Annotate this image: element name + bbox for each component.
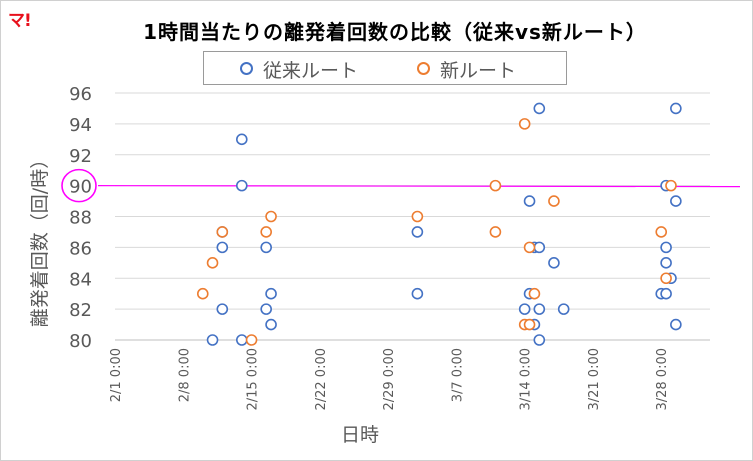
data-point-series-1 bbox=[660, 272, 672, 285]
x-tick-label: 2/29 0:00 bbox=[382, 348, 397, 411]
y-tick-label: 88 bbox=[69, 208, 92, 229]
chart-title: 1時間当たりの離発着回数の比較（従来vs新ルート） bbox=[143, 20, 647, 44]
data-point-series-1 bbox=[528, 287, 541, 300]
data-point-series-0 bbox=[265, 287, 277, 300]
data-point-series-1 bbox=[245, 334, 258, 346]
x-tick-label: 2/22 0:00 bbox=[314, 348, 329, 411]
data-point-series-0 bbox=[660, 287, 672, 300]
data-point-series-0 bbox=[411, 287, 424, 300]
data-point-series-1 bbox=[665, 179, 677, 192]
legend-marker-series-1 bbox=[417, 62, 430, 75]
x-tick-label: 3/28 0:00 bbox=[655, 348, 670, 411]
y-tick-label: 80 bbox=[69, 331, 92, 352]
y-axis-label: 離発着回数（回/時） bbox=[29, 150, 51, 327]
data-point-series-1 bbox=[523, 241, 536, 254]
y-tick-label: 86 bbox=[69, 238, 92, 259]
data-point-series-0 bbox=[670, 318, 682, 331]
data-point-series-0 bbox=[660, 257, 672, 269]
legend-label-series-1: 新ルート bbox=[440, 60, 517, 82]
data-point-series-0 bbox=[557, 303, 570, 315]
data-point-series-1 bbox=[489, 226, 502, 238]
legend-item-series-0: 従来ルート bbox=[240, 56, 358, 83]
highlight-circle bbox=[61, 168, 97, 203]
y-tick-label: 82 bbox=[69, 300, 92, 321]
data-point-series-0 bbox=[670, 195, 682, 207]
data-point-series-1 bbox=[411, 210, 424, 223]
data-point-series-0 bbox=[660, 241, 672, 254]
data-point-series-0 bbox=[216, 241, 229, 254]
data-point-series-1 bbox=[655, 226, 668, 238]
data-point-series-1 bbox=[265, 210, 277, 223]
data-point-series-0 bbox=[216, 303, 229, 315]
data-point-series-0 bbox=[206, 334, 219, 346]
data-point-series-0 bbox=[236, 133, 248, 146]
legend: 従来ルート 新ルート bbox=[203, 51, 567, 85]
data-point-series-1 bbox=[548, 195, 560, 207]
data-point-series-0 bbox=[265, 318, 277, 331]
data-point-series-0 bbox=[236, 179, 248, 192]
data-point-series-0 bbox=[548, 257, 560, 269]
y-tick-label: 90 bbox=[69, 177, 92, 198]
data-point-series-0 bbox=[260, 241, 272, 254]
data-point-series-0 bbox=[533, 241, 546, 254]
data-point-series-0 bbox=[670, 102, 682, 115]
legend-marker-series-0 bbox=[240, 62, 253, 75]
data-point-series-0 bbox=[533, 334, 546, 346]
x-tick-label: 3/21 0:00 bbox=[587, 348, 602, 411]
legend-label-series-0: 従来ルート bbox=[263, 60, 359, 82]
data-point-series-0 bbox=[260, 303, 272, 315]
x-axis-label: 日時 bbox=[341, 424, 379, 446]
data-point-series-0 bbox=[411, 226, 424, 238]
x-tick-label: 2/1 0:00 bbox=[109, 348, 124, 402]
data-point-series-0 bbox=[533, 102, 546, 115]
x-tick-label: 2/8 0:00 bbox=[177, 348, 192, 402]
data-point-series-0 bbox=[533, 303, 546, 315]
data-point-series-1 bbox=[489, 179, 502, 192]
x-tick-label: 2/15 0:00 bbox=[246, 348, 261, 411]
data-point-series-1 bbox=[518, 118, 531, 130]
y-tick-label: 92 bbox=[69, 146, 92, 167]
data-point-series-1 bbox=[196, 287, 209, 300]
data-point-series-1 bbox=[523, 318, 536, 331]
data-point-series-0 bbox=[523, 195, 536, 207]
data-point-series-1 bbox=[216, 226, 229, 238]
x-tick-label: 3/14 0:00 bbox=[519, 348, 534, 411]
y-tick-label: 96 bbox=[69, 84, 92, 105]
y-tick-label: 84 bbox=[69, 269, 92, 290]
data-point-series-0 bbox=[236, 334, 248, 346]
x-tick-label: 3/7 0:00 bbox=[450, 348, 465, 402]
reference-line bbox=[97, 185, 741, 188]
brand-logo: マ! bbox=[8, 11, 32, 31]
data-point-series-1 bbox=[260, 226, 272, 238]
data-point-series-1 bbox=[206, 257, 219, 269]
data-point-series-0 bbox=[518, 303, 531, 315]
y-tick-label: 94 bbox=[69, 115, 92, 136]
legend-item-series-1: 新ルート bbox=[417, 56, 516, 83]
